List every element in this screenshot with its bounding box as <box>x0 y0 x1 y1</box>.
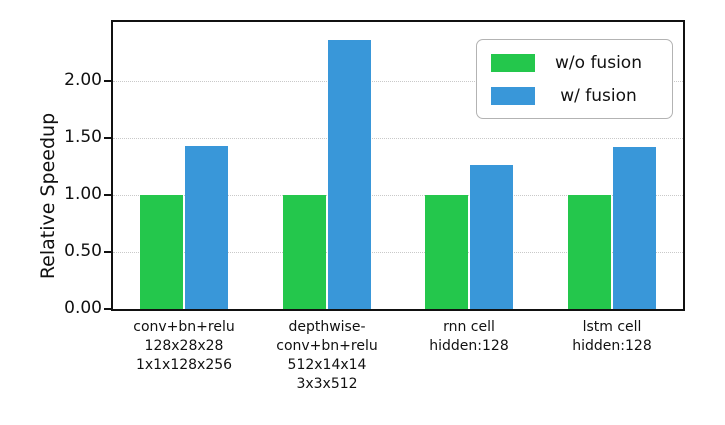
y-tick-label: 0.50 <box>64 241 102 262</box>
bar-w-fusion-cat3 <box>470 165 513 309</box>
x-tick-label-line: 128x28x28 <box>144 338 224 354</box>
y-tick-label: 1.50 <box>64 127 102 148</box>
legend-swatch-icon <box>491 53 535 72</box>
legend-row-wo-fusion: w/o fusion <box>487 53 662 73</box>
y-tick-mark <box>104 194 112 197</box>
y-axis-label: Relative Speedup <box>37 112 59 280</box>
bar-wo-fusion-cat2 <box>283 195 326 309</box>
x-tick-label-line: hidden:128 <box>572 338 652 354</box>
x-tick-label-cat2: depthwise-conv+bn+relu 512x14x14 3x3x512 <box>247 318 407 394</box>
legend-label: w/o fusion <box>555 52 642 73</box>
y-tick-label: 0.00 <box>64 298 102 318</box>
bar-w-fusion-cat4 <box>613 147 656 309</box>
gridline-1.50 <box>113 138 683 140</box>
bar-w-fusion-cat1 <box>185 146 228 309</box>
y-tick-label: 2.00 <box>64 70 102 91</box>
y-tick-label: 1.00 <box>64 184 102 205</box>
legend-label: w/ fusion <box>560 85 637 106</box>
x-tick-label-line: lstm cell <box>582 319 642 335</box>
x-tick-label-cat3: rnn cell hidden:128 <box>389 318 549 356</box>
x-tick-label-line: conv+bn+relu <box>133 319 235 335</box>
y-tick-mark <box>104 308 112 310</box>
legend-swatch-icon <box>491 86 535 105</box>
bar-w-fusion-cat2 <box>328 40 371 309</box>
y-tick-mark <box>104 251 112 254</box>
gridline-0.50 <box>113 252 683 254</box>
x-tick-label-line: 3x3x512 <box>296 376 358 392</box>
x-tick-label-line: rnn cell <box>443 319 495 335</box>
x-tick-label-line: 1x1x128x256 <box>135 357 233 373</box>
x-tick-label-line: conv+bn+relu <box>276 338 378 354</box>
plot-area <box>111 20 685 311</box>
bar-wo-fusion-cat1 <box>140 195 183 309</box>
x-tick-label-line: 512x14x14 <box>287 357 367 373</box>
y-tick-mark <box>104 80 112 83</box>
bar-wo-fusion-cat4 <box>568 195 611 309</box>
bar-wo-fusion-cat3 <box>425 195 468 309</box>
legend-row-w-fusion: w/ fusion <box>487 86 662 106</box>
gridline-2.00 <box>113 81 683 83</box>
x-tick-label-cat4: lstm cell hidden:128 <box>532 318 692 356</box>
y-tick-mark <box>104 137 112 140</box>
gridline-1.00 <box>113 195 683 197</box>
x-tick-label-cat1: conv+bn+relu 128x28x28 1x1x128x256 <box>104 318 264 375</box>
x-tick-label-line: hidden:128 <box>429 338 509 354</box>
legend: w/o fusion w/ fusion <box>476 39 673 119</box>
x-tick-label-line: depthwise- <box>288 319 366 335</box>
